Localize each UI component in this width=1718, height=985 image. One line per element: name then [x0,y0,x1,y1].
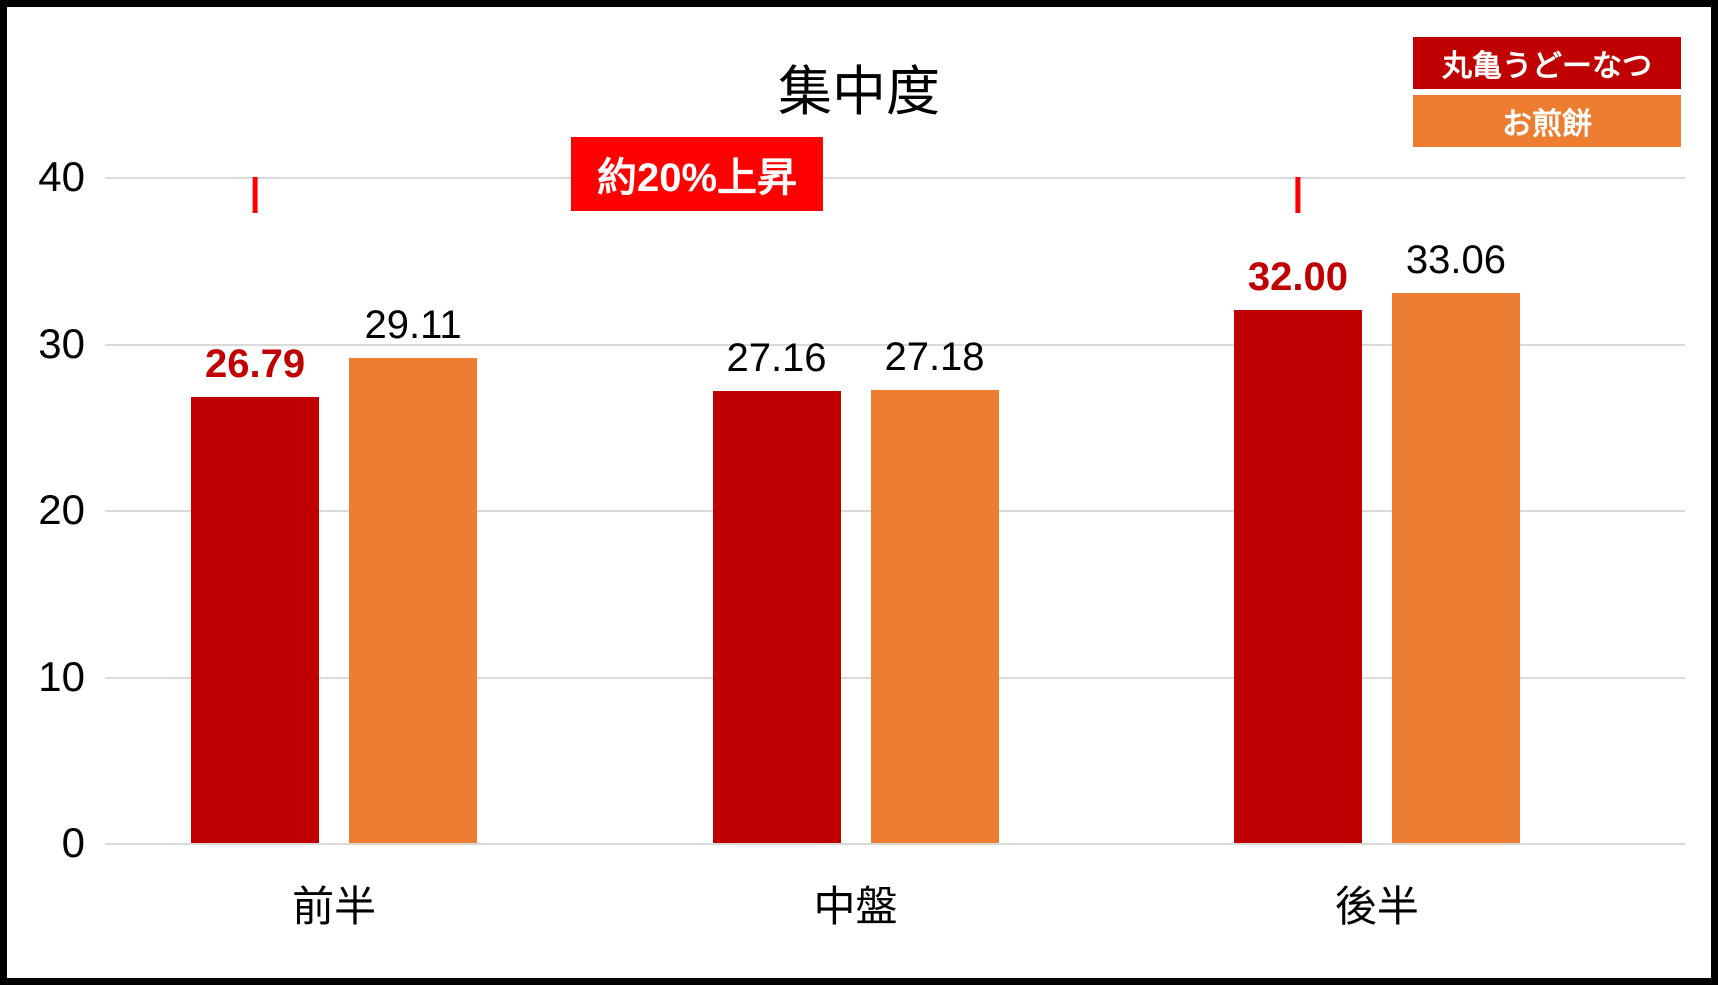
y-axis-tick: 0 [62,819,85,867]
plot-area: 01020304026.7929.11前半27.1627.18中盤32.0033… [105,177,1685,843]
callout-bracket [105,177,1685,843]
y-axis-tick: 10 [38,653,85,701]
y-axis-tick: 20 [38,486,85,534]
x-axis-tick: 中盤 [813,873,897,934]
x-axis-tick: 前半 [292,873,376,934]
chart-frame: 集中度 丸亀うどーなつお煎餅 01020304026.7929.11前半27.1… [0,0,1718,985]
grid-line [105,843,1685,845]
callout-label: 約20%上昇 [571,137,823,211]
legend-item: 丸亀うどーなつ [1413,37,1681,89]
legend-item: お煎餅 [1413,95,1681,147]
chart-title: 集中度 [778,47,940,126]
y-axis-tick: 40 [38,153,85,201]
x-axis-tick: 後半 [1335,873,1419,934]
y-axis-tick: 30 [38,320,85,368]
legend: 丸亀うどーなつお煎餅 [1413,37,1681,147]
